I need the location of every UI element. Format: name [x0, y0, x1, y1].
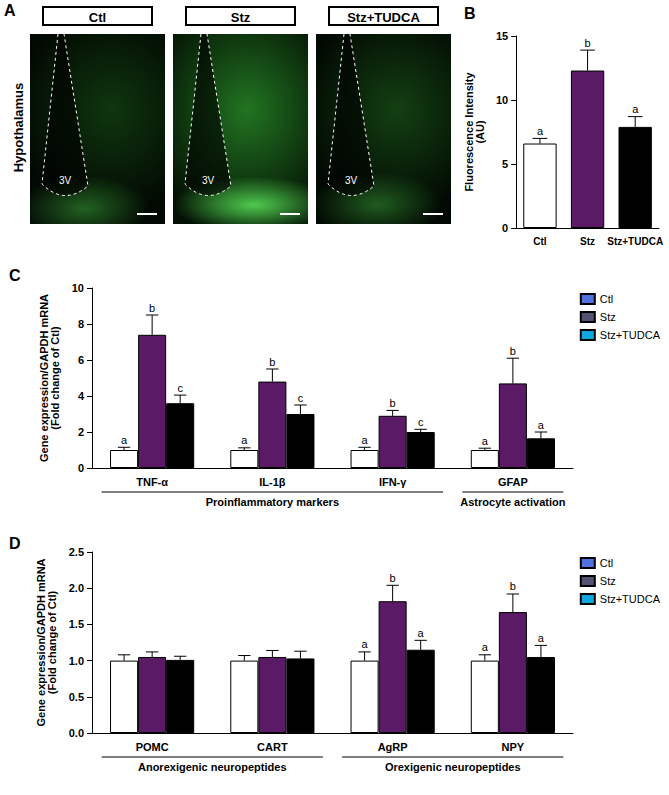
svg-text:8: 8 — [78, 318, 84, 330]
svg-text:TNF-α: TNF-α — [136, 476, 168, 488]
svg-text:c: c — [177, 382, 183, 394]
svg-text:(Fold change of Ctl): (Fold change of Ctl) — [49, 326, 61, 430]
svg-text:Proinflammatory markers: Proinflammatory markers — [206, 496, 339, 508]
svg-text:Stz+TUDCA: Stz+TUDCA — [607, 236, 663, 247]
svg-text:Fluorescence Intensity: Fluorescence Intensity — [462, 72, 475, 192]
svg-text:2: 2 — [78, 426, 84, 438]
svg-text:(AU): (AU) — [474, 120, 486, 144]
svg-text:3V: 3V — [202, 175, 215, 186]
svg-text:b: b — [585, 37, 591, 49]
svg-text:Ctl: Ctl — [600, 293, 613, 305]
svg-text:Ctl: Ctl — [533, 236, 547, 247]
svg-text:c: c — [418, 416, 424, 428]
svg-text:B: B — [464, 5, 476, 22]
svg-text:b: b — [269, 356, 275, 368]
svg-text:10: 10 — [496, 94, 508, 106]
svg-text:c: c — [298, 392, 304, 404]
svg-text:NPY: NPY — [502, 741, 525, 753]
svg-text:b: b — [149, 302, 155, 314]
svg-text:a: a — [418, 627, 425, 639]
svg-text:CART: CART — [257, 741, 288, 753]
svg-text:2.0: 2.0 — [69, 582, 84, 594]
svg-text:Ctl: Ctl — [600, 557, 613, 569]
html-text:A: A — [4, 2, 16, 19]
svg-text:Stz: Stz — [600, 311, 616, 323]
svg-text:4: 4 — [78, 390, 85, 402]
svg-text:a: a — [632, 103, 639, 115]
html-text:Ctl: Ctl — [88, 10, 107, 25]
svg-text:Stz: Stz — [600, 575, 616, 587]
svg-text:a: a — [538, 419, 545, 431]
svg-text:(Fold change of Ctl): (Fold change of Ctl) — [46, 591, 58, 695]
svg-text:Stz+TUDCA: Stz+TUDCA — [600, 329, 661, 341]
svg-text:Stz: Stz — [580, 236, 595, 247]
html-text:Stz: Stz — [230, 10, 251, 25]
svg-text:0.5: 0.5 — [69, 691, 84, 703]
svg-text:a: a — [538, 632, 545, 644]
svg-text:b: b — [390, 572, 396, 584]
svg-text:C: C — [9, 267, 21, 284]
svg-text:a: a — [482, 435, 489, 447]
svg-text:b: b — [510, 580, 516, 592]
svg-text:Gene expression/GAPDH mRNA: Gene expression/GAPDH mRNA — [35, 558, 48, 727]
svg-text:Orexigenic neuropeptides: Orexigenic neuropeptides — [385, 761, 521, 773]
svg-text:IL-1β: IL-1β — [259, 476, 286, 488]
html-text:Hypothalamus: Hypothalamus — [10, 82, 26, 173]
svg-text:b: b — [510, 345, 516, 357]
svg-text:a: a — [241, 434, 248, 446]
svg-text:IFN-γ: IFN-γ — [379, 476, 407, 488]
svg-text:3V: 3V — [59, 175, 72, 186]
svg-text:a: a — [482, 641, 489, 653]
svg-text:10: 10 — [72, 282, 84, 294]
svg-text:Gene expression/GAPDH mRNA: Gene expression/GAPDH mRNA — [38, 293, 51, 463]
svg-text:0.0: 0.0 — [69, 727, 84, 739]
svg-text:3V: 3V — [345, 175, 358, 186]
svg-text:Anorexigenic neuropeptides: Anorexigenic neuropeptides — [138, 761, 287, 773]
svg-text:5: 5 — [502, 158, 508, 170]
svg-text:Astrocyte activation: Astrocyte activation — [460, 496, 565, 508]
svg-text:1.0: 1.0 — [69, 655, 84, 667]
svg-text:0: 0 — [78, 462, 84, 474]
svg-text:15: 15 — [496, 30, 508, 42]
svg-text:POMC: POMC — [136, 741, 169, 753]
svg-text:2.5: 2.5 — [69, 546, 84, 558]
svg-text:a: a — [362, 434, 369, 446]
svg-text:a: a — [121, 434, 128, 446]
svg-text:a: a — [362, 638, 369, 650]
svg-text:AgRP: AgRP — [378, 741, 408, 753]
svg-text:Stz+TUDCA: Stz+TUDCA — [600, 593, 661, 605]
svg-text:GFAP: GFAP — [498, 476, 528, 488]
svg-text:1.5: 1.5 — [69, 618, 84, 630]
svg-text:0: 0 — [502, 222, 508, 234]
svg-text:b: b — [390, 397, 396, 409]
svg-text:a: a — [537, 125, 544, 137]
html-text:Stz+TUDCA: Stz+TUDCA — [347, 10, 420, 25]
svg-text:6: 6 — [78, 354, 84, 366]
svg-text:D: D — [9, 535, 21, 552]
